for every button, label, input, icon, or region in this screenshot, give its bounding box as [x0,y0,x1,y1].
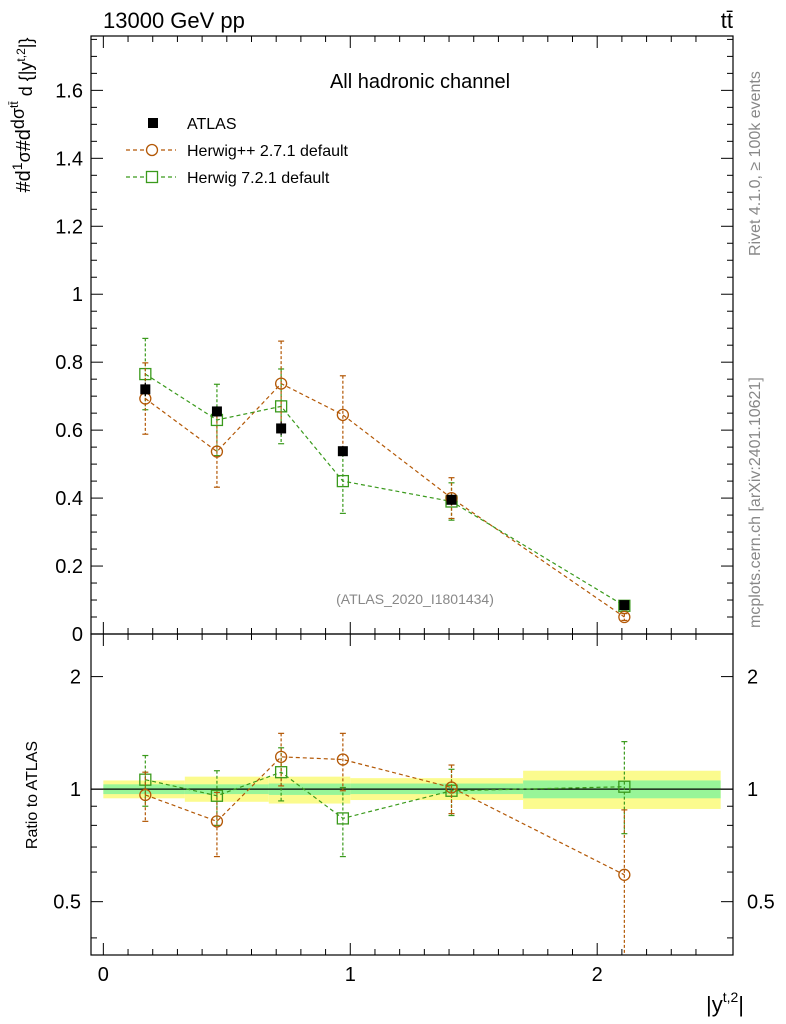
ratio-point-herwig7 [618,780,631,793]
ratio-ytick-label-right: 1 [747,779,758,801]
ratio-ytick-label: 0.5 [53,892,81,914]
legend: ATLAS Herwig++ 2.7.1 default Herwig 7.2.… [126,116,349,187]
main-y-axis-label: #d1σ#ddσtt̄ d {|yt,2|} [7,38,36,193]
ratio-line-herwigpp [145,756,625,876]
ratio-point-herwigpp [618,868,631,881]
ratio-y-axis-label: Ratio to ATLAS [24,741,41,849]
legend-label-herwigpp: Herwig++ 2.7.1 default [187,143,349,160]
analysis-id: (ATLAS_2020_I1801434) [336,591,494,607]
ratio-point-herwig7 [336,812,350,825]
data-point-atlas [446,494,457,505]
legend-item-herwigpp: Herwig++ 2.7.1 default [126,143,349,160]
legend-label-atlas: ATLAS [187,116,237,133]
mcplots-label: mcplots.cern.ch [arXiv:2401.10621] [747,377,764,628]
ratio-frame [90,633,734,956]
xtick-label: 1 [345,964,356,986]
chart-title: All hadronic channel [330,71,510,93]
ratio-point-herwigpp [139,788,152,802]
data-point-herwigpp [274,377,288,390]
ratio-point-herwig7 [274,766,288,779]
ratio-point-herwigpp [274,750,288,763]
main-ytick-label: 1 [72,284,83,306]
ratio-point-herwigpp [336,753,350,766]
svg-text:#d1σ#ddσtt̄ d {|yt,2|}: #d1σ#ddσtt̄ d {|yt,2|} [7,38,36,193]
main-ytick-label-zero: 0 [72,624,83,646]
data-point-herwigpp [210,445,224,458]
ratio-point-herwig7 [210,789,224,802]
main-ytick-label: 0.2 [55,556,83,578]
xtick-label: 0 [98,964,109,986]
data-point-herwig7 [336,474,350,488]
ratio-ytick-label-right: 2 [747,667,758,689]
ratio-point-herwigpp [445,781,458,794]
series-line-herwigpp [144,382,625,618]
data-point-atlas [140,384,151,395]
process-label: tt̄ [721,8,733,33]
ratio-ytick-label: 1 [70,779,81,801]
legend-marker-herwigpp [145,143,159,157]
main-ytick-label: 0.6 [55,420,83,442]
ratio-line-herwig7 [145,771,625,820]
legend-marker-atlas [148,118,158,128]
main-ytick-label: 1.2 [55,216,83,238]
ratio-panel: 0.5 0.5 1 1 2 2 0 1 2 Ratio to ATLAS [24,633,775,986]
legend-item-atlas: ATLAS [148,116,237,133]
ratio-point-herwigpp [210,815,224,828]
legend-label-herwig7: Herwig 7.2.1 default [187,170,330,187]
ratio-ytick-label: 2 [70,667,81,689]
data-point-herwigpp [336,408,350,421]
xtick-label: 2 [592,964,603,986]
data-point-atlas [276,423,287,434]
main-ytick-label: 1.4 [55,148,83,170]
data-point-atlas [337,446,348,457]
legend-item-herwig7: Herwig 7.2.1 default [126,170,330,187]
svg-text:|yt,2|: |yt,2| [706,989,744,1017]
data-point-atlas [619,600,630,611]
main-ytick-label: 1.6 [55,80,83,102]
rivet-label: Rivet 4.1.0, ≥ 100k events [747,71,764,256]
legend-marker-herwig7 [145,170,159,184]
main-panel: 0.2 0.4 0.6 0.8 1 1.2 1.4 1.6 0 All hadronic cha… [7,35,734,646]
energy-label: 13000 GeV pp [103,8,245,33]
x-axis-label: |yt,2| [706,989,744,1017]
data-point-atlas [211,406,222,417]
data-point-herwigpp [618,610,631,624]
main-ytick-label: 0.4 [55,488,83,510]
main-ytick-label: 0.8 [55,352,83,374]
series-line-herwig7 [144,373,625,607]
ratio-ytick-label-right: 0.5 [747,892,775,914]
